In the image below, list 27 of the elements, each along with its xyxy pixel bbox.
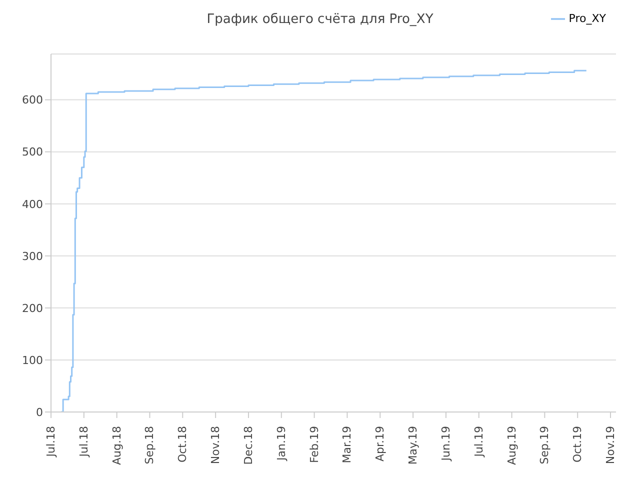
x-tick-label: Jan.19 <box>274 426 288 462</box>
y-tick-label: 200 <box>22 302 43 315</box>
y-tick-label: 0 <box>36 406 43 419</box>
x-tick-label: May.19 <box>406 426 420 465</box>
x-tick-label: Sep.19 <box>538 426 552 464</box>
x-tick-label: Mar.19 <box>340 426 354 464</box>
x-tick-label: Jun.19 <box>439 426 452 462</box>
x-tick-label: Jul.18 <box>77 426 90 458</box>
y-tick-label: 400 <box>22 198 43 211</box>
chart-title: График общего счёта для Pro_XY <box>206 12 434 27</box>
y-tick-label: 600 <box>22 94 43 107</box>
x-tick-label: Dec.18 <box>242 426 255 465</box>
x-tick-label: Jul.19 <box>472 426 486 458</box>
legend-label: Pro_XY <box>568 12 606 26</box>
x-tick-label: Nov.19 <box>604 426 618 464</box>
y-tick-label: 100 <box>22 354 43 367</box>
x-tick-label: Apr.19 <box>374 426 387 462</box>
x-tick-label: Aug.18 <box>110 426 124 465</box>
x-tick-label: Feb.19 <box>308 426 321 463</box>
x-tick-label: Oct.19 <box>571 426 584 463</box>
x-tick-label: Aug.19 <box>505 426 518 465</box>
y-tick-label: 300 <box>22 250 43 263</box>
x-tick-label: Nov.18 <box>209 426 222 464</box>
x-tick-label: Jul.18 <box>44 426 58 458</box>
y-tick-label: 500 <box>22 146 43 159</box>
x-tick-label: Sep.18 <box>143 426 156 464</box>
x-tick-label: Oct.18 <box>176 426 190 463</box>
